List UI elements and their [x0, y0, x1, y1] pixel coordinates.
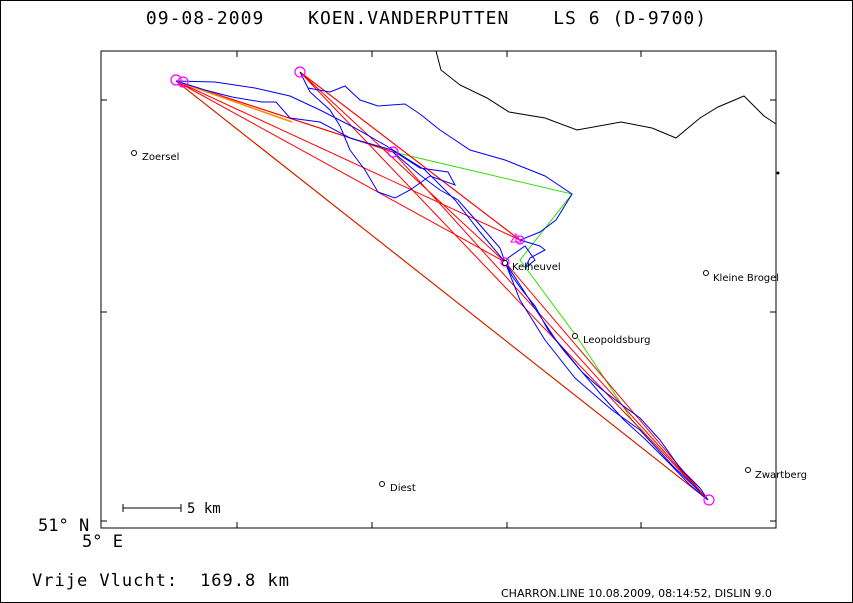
turnpoint-finish — [703, 494, 715, 506]
longitude-label: 5° E — [82, 532, 123, 552]
triangle-marker — [510, 233, 522, 243]
flight-title: 09-08-2009 KOEN.VANDERPUTTEN LS 6 (D-970… — [0, 8, 853, 29]
flight-date: 09-08-2009 — [145, 8, 265, 29]
turnpoint-3 — [515, 235, 525, 245]
task-legs — [175, 71, 709, 501]
town-label: Zwartberg — [755, 470, 807, 481]
town-leopoldsburg: Leopoldsburg — [572, 333, 650, 346]
town-label: Diest — [390, 483, 416, 494]
town-marker — [745, 467, 751, 473]
distance-value: 169.8 km — [200, 571, 290, 591]
town-zoersel: Zoersel — [131, 150, 179, 163]
town-kleine-brogel: Kleine Brogel — [703, 270, 779, 284]
task-leg-b — [299, 71, 521, 241]
town-marker — [572, 333, 578, 339]
map-border — [100, 50, 777, 529]
country-border — [435, 50, 777, 139]
pilot-name: KOEN.VANDERPUTTEN — [308, 8, 510, 29]
turnpoint-start-2 — [177, 76, 189, 88]
distance-summary: Vrije Vlucht: 169.8 km — [32, 571, 290, 591]
scale-label: 5 km — [187, 501, 221, 517]
town-marker — [703, 270, 709, 276]
border-dot — [776, 171, 780, 175]
latitude-label: 51° N — [38, 516, 90, 536]
scale-bar: 5 km — [122, 501, 221, 517]
turnpoint-start — [170, 74, 182, 86]
distance-label: Vrije Vlucht: — [32, 571, 179, 591]
town-marker — [502, 260, 508, 266]
turnpoint-2 — [387, 146, 399, 158]
town-label: Zoersel — [142, 152, 179, 163]
town-kelheuvel: Kelheuvel — [502, 260, 561, 273]
map-ticks — [101, 51, 776, 528]
glider-name: LS 6 (D-9700) — [553, 8, 708, 29]
town-zwartberg: Zwartberg — [745, 467, 807, 481]
footer-info: CHARRON.LINE 10.08.2009, 08:14:52, DISLI… — [501, 587, 772, 600]
turnpoints — [170, 66, 715, 506]
town-diest: Diest — [379, 481, 416, 494]
town-label: Kelheuvel — [512, 262, 561, 273]
task-leg-c — [175, 80, 293, 123]
gps-track-segment — [392, 151, 701, 493]
gps-track — [175, 71, 709, 501]
town-marker — [131, 150, 137, 156]
town-label: Kleine Brogel — [713, 273, 779, 284]
town-marker — [379, 481, 385, 487]
town-label: Leopoldsburg — [583, 335, 650, 346]
turnpoint-1 — [294, 66, 306, 78]
